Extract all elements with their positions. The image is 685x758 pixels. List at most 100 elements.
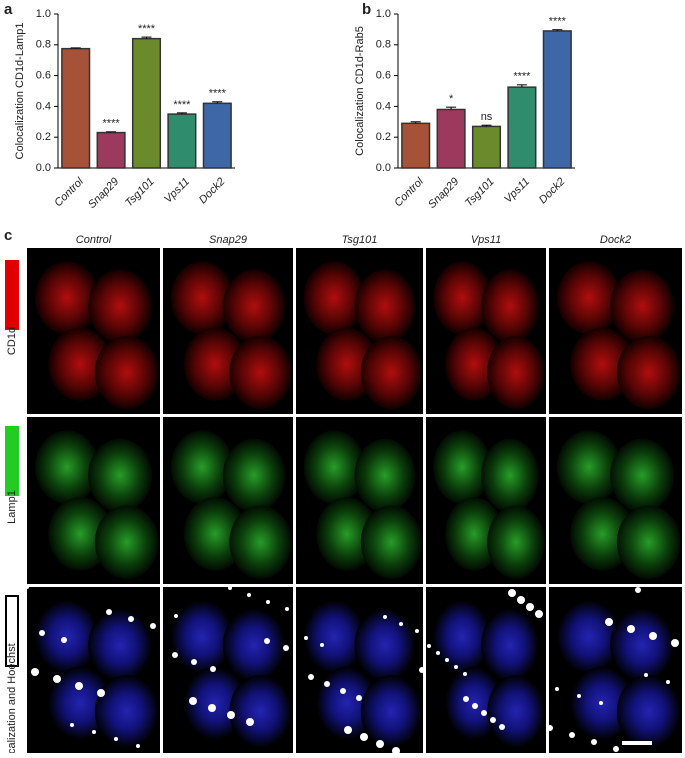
- puncta: [635, 587, 641, 593]
- y-tick-label: 1.0: [376, 8, 391, 20]
- significance: ****: [138, 23, 156, 35]
- puncta: [555, 687, 559, 691]
- puncta: [247, 593, 251, 597]
- panel-label: c: [4, 227, 12, 244]
- column-header: Vps11: [471, 234, 501, 246]
- cell: [610, 608, 675, 682]
- significance: ****: [549, 16, 567, 28]
- row-label: CD1d: [6, 327, 18, 355]
- bar: [202, 102, 232, 169]
- puncta: [591, 739, 597, 745]
- puncta: [360, 733, 368, 741]
- y-tick-label: 0.6: [376, 70, 391, 82]
- cell: [94, 335, 159, 410]
- cell: [303, 261, 365, 335]
- micrographs: [25, 248, 682, 755]
- x-tick-label: Dock2: [197, 176, 228, 207]
- puncta: [75, 682, 83, 690]
- cell: [433, 430, 491, 504]
- bar: [167, 113, 197, 169]
- puncta: [427, 644, 431, 648]
- x-tick-label: Tsg101: [123, 176, 157, 210]
- x-tick-label: Tsg101: [463, 176, 497, 210]
- cell: [354, 608, 416, 682]
- cell: [610, 269, 675, 343]
- row-label: Lamp1: [6, 490, 18, 524]
- cell: [170, 600, 234, 674]
- puncta: [383, 615, 387, 619]
- significance: *: [449, 93, 454, 105]
- significance: ****: [173, 99, 191, 111]
- puncta: [308, 674, 314, 680]
- row-label: Colocalization and Hoechst: [6, 643, 18, 753]
- scale-bar: [622, 741, 652, 745]
- puncta: [246, 718, 254, 726]
- y-tick-label: 0.8: [376, 39, 391, 51]
- puncta: [671, 639, 679, 647]
- significance: ns: [481, 111, 493, 123]
- column-header: Tsg101: [342, 234, 378, 246]
- cell: [94, 674, 159, 749]
- puncta: [340, 688, 346, 694]
- puncta: [376, 740, 384, 748]
- cell: [481, 269, 539, 343]
- puncta: [172, 652, 178, 658]
- x-tick-label: Snap29: [426, 176, 461, 211]
- y-tick-label: 0.2: [36, 131, 51, 143]
- puncta: [472, 703, 478, 709]
- puncta: [61, 637, 67, 643]
- cell: [354, 438, 416, 513]
- y-tick-label: 0.4: [36, 100, 51, 112]
- x-tick-label: Control: [392, 175, 426, 209]
- column-header: Control: [76, 234, 112, 246]
- puncta: [463, 672, 467, 676]
- y-tick-label: 0.2: [376, 131, 391, 143]
- puncta: [283, 645, 289, 651]
- puncta: [454, 665, 458, 669]
- puncta: [547, 725, 553, 731]
- cell: [222, 269, 286, 343]
- puncta: [599, 701, 603, 705]
- puncta: [227, 711, 235, 719]
- channel-bar: [5, 426, 19, 496]
- significance: ****: [209, 88, 227, 100]
- y-axis-label: Colocalization CD1d-Lamp1: [14, 23, 26, 160]
- puncta: [136, 744, 140, 748]
- x-tick-label: Vps11: [162, 176, 192, 206]
- x-tick-label: Vps11: [502, 176, 532, 206]
- cell: [360, 674, 422, 749]
- puncta: [114, 737, 118, 741]
- puncta: [569, 732, 575, 738]
- bar: [507, 86, 537, 169]
- cell: [556, 261, 621, 335]
- puncta: [463, 696, 469, 702]
- bar: [131, 37, 162, 169]
- puncta: [210, 666, 216, 672]
- cell: [94, 505, 159, 579]
- cell: [360, 505, 422, 579]
- puncta: [92, 730, 96, 734]
- x-tick-label: Control: [52, 175, 86, 209]
- cell: [616, 505, 681, 579]
- puncta: [191, 659, 197, 665]
- puncta: [150, 623, 156, 629]
- puncta: [399, 622, 403, 626]
- puncta: [70, 723, 74, 727]
- bar: [401, 122, 431, 169]
- y-tick-label: 0.8: [36, 39, 51, 51]
- x-tick-label: Dock2: [537, 176, 568, 207]
- puncta: [508, 589, 516, 597]
- puncta: [517, 596, 525, 604]
- bar: [61, 47, 91, 169]
- puncta: [613, 746, 619, 752]
- puncta: [627, 625, 635, 633]
- puncta: [666, 680, 670, 684]
- column-header: Snap29: [209, 234, 247, 246]
- cell: [88, 608, 153, 682]
- puncta: [577, 694, 581, 698]
- bar: [96, 131, 126, 169]
- puncta: [499, 724, 505, 730]
- cell: [487, 674, 545, 749]
- cell: [170, 261, 234, 335]
- cell: [481, 438, 539, 513]
